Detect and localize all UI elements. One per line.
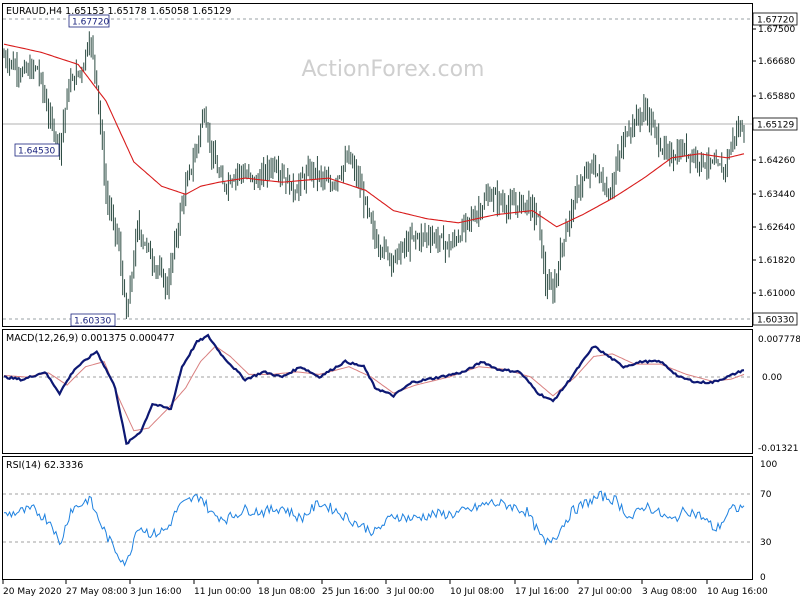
rsi-panel-frame (2, 456, 753, 580)
x-tick-label: 10 Aug 16:00 (707, 587, 768, 597)
macd-tick-bottom: -0.01321 (758, 444, 798, 454)
macd-axis: 0.007778 0.00 -0.01321 (758, 335, 800, 454)
x-tick-label: 11 Jun 00:00 (194, 587, 251, 597)
last-price-tag (752, 117, 798, 131)
x-tick-label: 3 Jun 16:00 (130, 587, 182, 597)
low-price-tag-text: 1.60330 (757, 316, 794, 326)
moving-average-line (3, 43, 745, 228)
rsi-panel-title: RSI(14) 62.3336 (6, 460, 83, 471)
macd-signal-line (3, 345, 745, 432)
price-tick-9: 1.61000 (758, 289, 795, 299)
macd-tick-top: 0.007778 (758, 335, 800, 345)
x-tick-label: 20 May 2020 (3, 587, 62, 597)
price-tick-7: 1.62640 (758, 223, 795, 233)
x-tick-label: 25 Jun 16:00 (322, 587, 379, 597)
x-tick-label: 3 Jul 00:00 (386, 587, 435, 597)
last-price-tag-text: 1.65129 (757, 121, 794, 131)
rsi-tick-70: 70 (760, 490, 772, 500)
macd-panel-title: MACD(12,26,9) 0.001375 0.000477 (6, 333, 175, 344)
rsi-tick-100: 100 (760, 460, 777, 470)
rsi-axis: 100 70 30 0 (760, 460, 777, 583)
high-price-tag-text: 1.67720 (757, 16, 794, 26)
high-price-tag (752, 12, 798, 26)
annotation-low: 1.60330 (74, 317, 111, 327)
annotation-mid: 1.64530 (18, 147, 55, 157)
x-tick-label: 17 Jul 16:00 (515, 587, 569, 597)
macd-line (3, 333, 745, 445)
price-panel-frame (2, 3, 753, 327)
price-panel-title: EURAUD,H4 1.65153 1.65178 1.65058 1.6512… (6, 6, 231, 17)
price-tick-3: 1.65880 (758, 92, 795, 102)
x-tick-label: 10 Jul 08:00 (450, 587, 504, 597)
macd-tick-zero: 0.00 (762, 373, 782, 383)
price-axis: 1.67500 1.66680 1.65880 1.64260 1.63440 … (752, 25, 795, 299)
watermark: ActionForex.com (302, 57, 485, 82)
x-tick-label: 18 Jun 08:00 (258, 587, 315, 597)
rsi-tick-0: 0 (760, 573, 766, 583)
annotation-low-box (70, 313, 116, 327)
price-tick-8: 1.61820 (758, 256, 795, 266)
x-tick-label: 27 May 08:00 (66, 587, 128, 597)
rsi-line (3, 490, 745, 567)
low-price-tag (752, 312, 798, 326)
macd-panel-frame (2, 329, 753, 454)
annotation-high: 1.67720 (72, 18, 109, 28)
annotation-high-box (68, 14, 110, 28)
x-tick-label: 27 Jul 00:00 (578, 587, 632, 597)
ohlc-bars (3, 31, 745, 319)
price-tick-2: 1.66680 (758, 57, 795, 67)
x-tick-label: 3 Aug 08:00 (642, 587, 697, 597)
price-tick-6: 1.63440 (758, 190, 795, 200)
annotation-mid-box (14, 143, 60, 157)
price-tick-1: 1.67500 (758, 25, 795, 35)
price-tick-5: 1.64260 (758, 156, 795, 166)
rsi-tick-30: 30 (760, 538, 772, 548)
time-axis: 20 May 2020 27 May 08:00 3 Jun 16:00 11 Jun… (2, 580, 768, 597)
